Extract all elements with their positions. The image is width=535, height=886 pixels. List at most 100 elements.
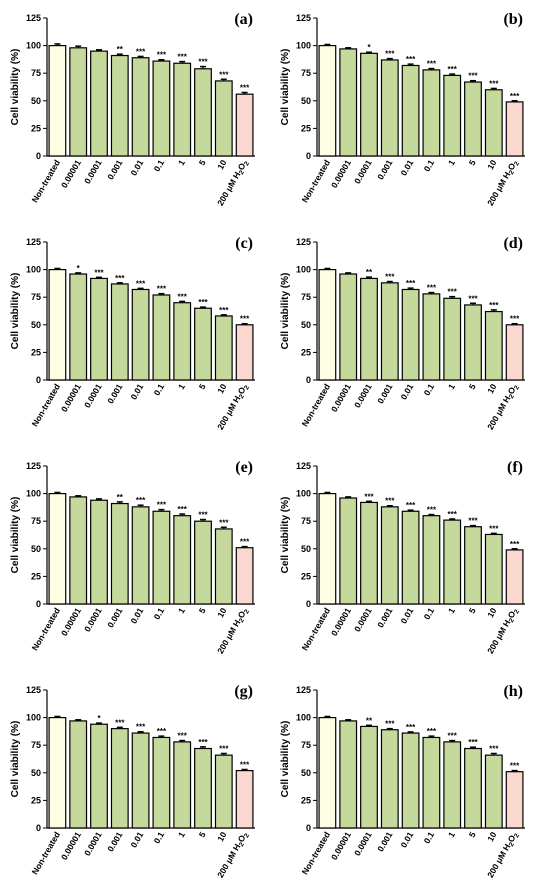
y-tick-label: 75: [301, 740, 311, 750]
x-tick-label: 0.0001: [82, 606, 104, 634]
x-tick-label: 10: [485, 382, 499, 395]
x-tick-label: 1: [446, 158, 457, 167]
y-tick-label: 25: [31, 795, 41, 805]
bar: [380, 729, 399, 829]
x-tick-label: 10: [485, 606, 499, 619]
bar: [422, 69, 441, 157]
bar: [235, 324, 254, 381]
x-tick-label: 0.1: [152, 830, 167, 845]
bar: [235, 93, 254, 157]
significance-label: ***: [448, 288, 458, 297]
bar: [194, 68, 212, 157]
y-tick-label: 100: [296, 489, 311, 499]
x-tick-label: 0.00001: [329, 830, 353, 862]
significance-label: ***: [94, 268, 104, 277]
x-tick-label: 0.001: [375, 830, 394, 854]
y-tick-label: 0: [36, 823, 41, 833]
x-tick-label: 0.00001: [59, 158, 83, 190]
bar: [110, 54, 129, 157]
panel-label: (c): [235, 235, 253, 252]
panel-label: (f): [507, 459, 523, 476]
bar: [69, 720, 88, 829]
bar: [443, 741, 462, 829]
bar: [360, 277, 378, 381]
x-tick-label: Non-treated: [30, 830, 63, 876]
significance-label: ***: [427, 60, 437, 69]
y-axis-label: Cell viability (%): [10, 497, 21, 574]
bar: [360, 501, 378, 605]
y-tick-label: 75: [31, 68, 41, 78]
bar: [90, 499, 108, 605]
significance-label: ***: [364, 492, 374, 501]
bar: [48, 716, 67, 829]
y-tick-label: 125: [26, 13, 41, 23]
bar: [422, 293, 441, 381]
y-tick-label: 0: [306, 599, 311, 609]
bar: [401, 64, 420, 157]
bar: [152, 736, 171, 829]
bar: [110, 728, 129, 829]
bar: [173, 62, 192, 157]
significance-label: ***: [510, 762, 520, 771]
x-tick-label: 0.001: [105, 382, 124, 406]
significance-label: ***: [448, 510, 458, 519]
x-tick-label: 5: [467, 158, 478, 167]
y-tick-label: 50: [301, 320, 311, 330]
bar: [443, 519, 462, 605]
significance-label: ***: [198, 511, 208, 520]
y-tick-label: 100: [26, 41, 41, 51]
x-tick-label: 0.01: [128, 382, 145, 402]
significance-label: **: [366, 716, 373, 725]
significance-label: ***: [489, 524, 499, 533]
x-tick-label: Non-treated: [30, 158, 63, 204]
x-tick-label: 0.00001: [329, 158, 353, 190]
significance-label: ***: [448, 65, 458, 74]
x-tick-label: 1: [176, 830, 187, 839]
significance-label: ***: [489, 79, 499, 88]
bar: [152, 60, 171, 157]
y-tick-label: 125: [296, 13, 311, 23]
significance-label: ***: [385, 497, 395, 506]
bar: [318, 44, 337, 157]
x-tick-label: 0.0001: [352, 382, 374, 410]
y-tick-label: 0: [36, 375, 41, 385]
x-tick-label: Non-treated: [30, 382, 63, 428]
bar: [401, 510, 420, 605]
bar: [131, 57, 150, 157]
panel-label: (h): [503, 683, 523, 700]
y-tick-label: 75: [31, 516, 41, 526]
y-axis-label: Cell viability (%): [280, 497, 291, 574]
bar: [214, 80, 233, 157]
bar: [90, 723, 108, 829]
significance-label: ***: [468, 72, 478, 81]
significance-label: ***: [468, 517, 478, 526]
significance-label: ***: [178, 505, 188, 514]
x-tick-label: 10: [485, 830, 499, 843]
x-tick-label: Non-treated: [30, 606, 63, 652]
x-tick-label: 0.01: [398, 830, 415, 850]
x-tick-label: 10: [485, 158, 499, 171]
y-axis-label: Cell viability (%): [280, 49, 291, 126]
x-tick-label: 0.1: [152, 382, 167, 397]
significance-label: ***: [406, 723, 416, 732]
y-axis-label: Cell viability (%): [10, 49, 21, 126]
y-tick-label: 75: [31, 740, 41, 750]
x-tick-label: 0.1: [422, 382, 437, 397]
significance-label: ***: [468, 294, 478, 303]
x-tick-label: 1: [176, 606, 187, 615]
bar: [339, 48, 358, 157]
bar: [484, 89, 503, 157]
y-tick-label: 50: [31, 96, 41, 106]
bar: [48, 269, 67, 381]
x-tick-label: 0.001: [375, 606, 394, 630]
bar: [464, 304, 482, 381]
significance-label: ***: [240, 760, 250, 769]
y-tick-label: 75: [301, 292, 311, 302]
significance-label: ***: [240, 538, 250, 547]
significance-label: ***: [178, 53, 188, 62]
y-tick-label: 0: [36, 151, 41, 161]
chart-panel-c: (c) 0 25 50 75 100 125 Cell viability (%) Non-tr…: [10, 235, 255, 431]
bar: [318, 269, 337, 381]
y-tick-label: 50: [301, 96, 311, 106]
significance-label: ***: [427, 727, 437, 736]
